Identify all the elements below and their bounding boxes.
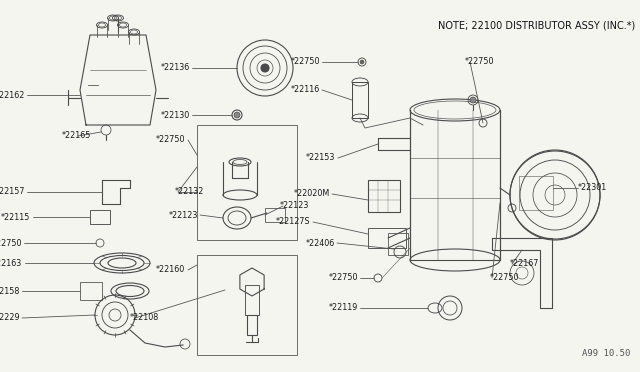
Text: *22132: *22132 [175, 187, 204, 196]
Bar [368, 228, 406, 248]
Text: *22127S: *22127S [275, 218, 310, 227]
Text: *22750: *22750 [156, 135, 185, 144]
Circle shape [470, 97, 476, 103]
Bar [80, 282, 102, 300]
Text: *22119: *22119 [328, 304, 358, 312]
Text: *22123: *22123 [280, 202, 309, 211]
Text: *22108: *22108 [130, 314, 159, 323]
Text: *22162: *22162 [0, 90, 25, 99]
Text: *22750: *22750 [465, 58, 495, 67]
Text: NOTE; 22100 DISTRIBUTOR ASSY (INC.*): NOTE; 22100 DISTRIBUTOR ASSY (INC.*) [438, 20, 635, 30]
Text: *22020M: *22020M [294, 189, 330, 199]
Circle shape [360, 60, 364, 64]
Text: *22160: *22160 [156, 266, 185, 275]
Text: *22130: *22130 [161, 110, 190, 119]
Text: *22167: *22167 [510, 260, 540, 269]
Text: *22165: *22165 [62, 131, 92, 141]
Text: *22750: *22750 [328, 273, 358, 282]
Bar [519, 176, 553, 210]
Circle shape [261, 64, 269, 72]
Text: *22158: *22158 [0, 286, 20, 295]
Text: *22229: *22229 [0, 314, 20, 323]
Text: *22115: *22115 [1, 212, 30, 221]
Bar [265, 208, 285, 222]
Bar [247, 315, 257, 335]
Text: *22163: *22163 [0, 259, 22, 267]
Circle shape [234, 112, 240, 118]
Bar [197, 125, 297, 240]
Bar [245, 285, 259, 315]
Text: *22116: *22116 [291, 86, 320, 94]
Text: *22750: *22750 [0, 238, 22, 247]
Bar [368, 180, 400, 212]
Bar [90, 210, 110, 224]
Text: *22301: *22301 [578, 183, 607, 192]
Text: *22750: *22750 [291, 58, 320, 67]
Text: *22157: *22157 [0, 187, 25, 196]
Bar [388, 233, 408, 255]
Text: *22153: *22153 [306, 154, 335, 163]
Bar [352, 82, 368, 118]
Text: *22136: *22136 [161, 64, 190, 73]
Text: A99 10.50: A99 10.50 [582, 349, 630, 358]
Text: *22750: *22750 [490, 273, 520, 282]
Bar [197, 255, 297, 355]
Text: *22123: *22123 [168, 211, 198, 219]
Text: *22406: *22406 [306, 238, 335, 247]
